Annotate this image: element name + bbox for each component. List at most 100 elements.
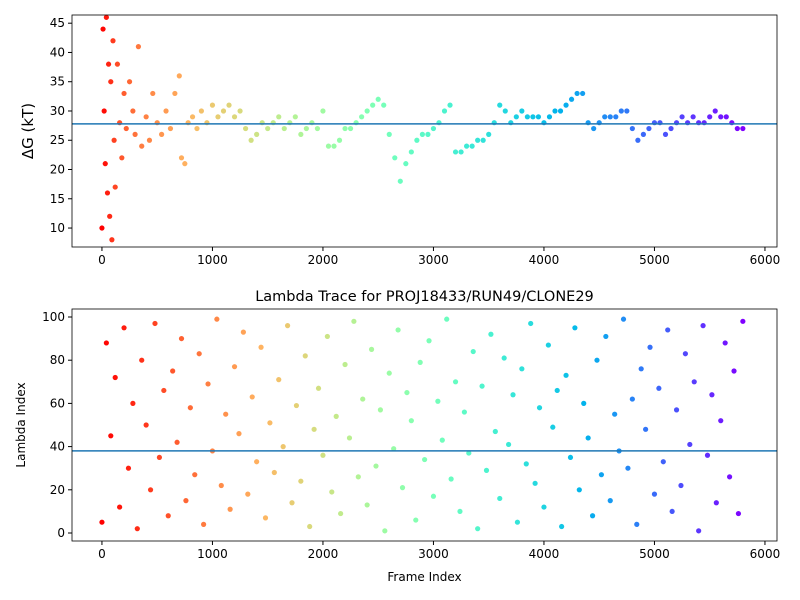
point	[196, 351, 202, 357]
point	[165, 513, 171, 519]
point	[580, 90, 586, 97]
point	[108, 79, 114, 85]
point	[121, 90, 127, 97]
point	[355, 474, 361, 480]
point	[486, 131, 492, 137]
point	[101, 108, 107, 114]
point	[505, 441, 512, 448]
point	[662, 131, 669, 137]
x-tick-label: 6000	[750, 253, 781, 267]
y-tick-label: 10	[50, 221, 65, 235]
point	[107, 213, 113, 219]
point	[397, 178, 403, 184]
point	[392, 155, 398, 161]
point	[488, 331, 494, 337]
point	[183, 498, 189, 504]
point	[731, 368, 737, 374]
y-tick-label: 40	[50, 45, 65, 59]
point	[100, 26, 106, 32]
point	[620, 316, 627, 322]
point	[625, 465, 631, 471]
x-tick-label: 4000	[529, 547, 560, 561]
point	[194, 125, 200, 132]
y-tick-label: 30	[50, 104, 65, 118]
x-tick-label: 5000	[639, 253, 670, 267]
y-tick-label: 20	[50, 483, 65, 497]
point	[227, 506, 233, 512]
point	[331, 143, 337, 149]
point	[347, 125, 354, 132]
point	[559, 523, 565, 530]
point	[320, 452, 326, 458]
point	[669, 508, 675, 515]
point	[646, 125, 652, 132]
y-tick-label: 25	[50, 133, 65, 147]
x-tick-label: 5000	[639, 547, 670, 561]
point	[452, 149, 459, 155]
point	[404, 389, 410, 396]
point	[492, 428, 498, 435]
x-tick-label: 2000	[308, 253, 339, 267]
point	[413, 517, 419, 523]
point	[594, 357, 600, 363]
point	[613, 114, 619, 120]
point	[298, 131, 304, 137]
point	[510, 392, 516, 398]
point	[629, 396, 635, 402]
point	[656, 385, 662, 391]
point	[723, 114, 729, 120]
point	[726, 474, 733, 480]
point	[381, 102, 387, 108]
point	[523, 461, 529, 467]
point	[696, 528, 702, 534]
point	[167, 125, 174, 132]
point	[346, 435, 353, 441]
point	[201, 521, 207, 527]
point	[624, 108, 630, 114]
point	[121, 325, 127, 331]
point	[375, 96, 381, 102]
point	[205, 381, 211, 387]
point	[231, 114, 238, 120]
point	[174, 439, 180, 445]
point	[554, 387, 560, 394]
point	[713, 500, 719, 506]
point	[448, 476, 454, 482]
point	[134, 526, 140, 532]
point	[475, 137, 481, 143]
point	[598, 472, 605, 478]
point	[607, 498, 613, 504]
point	[103, 340, 109, 346]
point	[691, 379, 697, 385]
point	[258, 344, 264, 350]
point	[226, 102, 232, 108]
point	[545, 342, 551, 348]
point	[108, 433, 114, 439]
point	[130, 108, 136, 114]
x-tick-label: 3000	[418, 547, 449, 561]
y-tick-label: 100	[42, 310, 65, 324]
point	[105, 61, 112, 67]
point	[161, 387, 167, 394]
point	[267, 420, 273, 426]
point	[123, 125, 129, 132]
point	[163, 108, 169, 114]
point	[585, 435, 591, 441]
point	[665, 327, 671, 333]
point	[550, 424, 556, 430]
axes-frame	[71, 14, 778, 248]
point	[333, 413, 339, 419]
point	[502, 108, 508, 114]
point	[740, 125, 746, 132]
point	[139, 357, 145, 363]
point	[501, 355, 507, 361]
y-tick-label: 15	[50, 192, 65, 206]
point	[223, 411, 229, 417]
point	[143, 422, 149, 428]
point	[700, 323, 706, 329]
point	[178, 155, 185, 161]
point	[668, 125, 674, 132]
point	[130, 400, 136, 406]
point	[552, 108, 558, 114]
